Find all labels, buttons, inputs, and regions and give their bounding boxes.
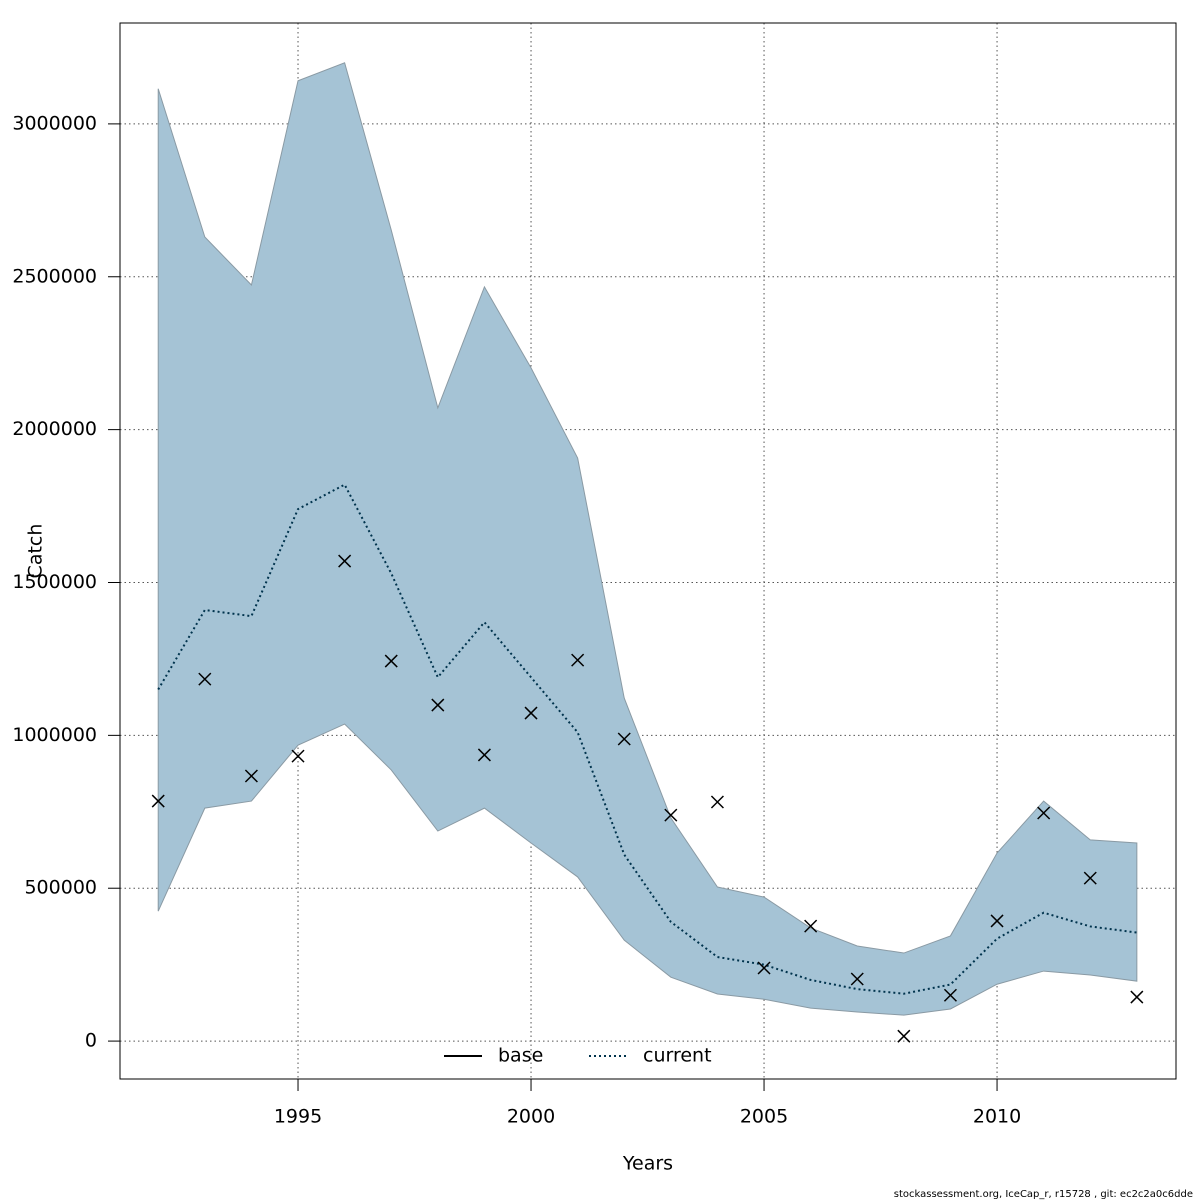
- legend-label: current: [643, 1045, 712, 1067]
- x-tick-label: 2010: [973, 1106, 1021, 1128]
- observation: [291, 749, 305, 763]
- observation: [431, 698, 445, 712]
- y-tick-label: 2000000: [12, 418, 97, 440]
- observation: [244, 769, 258, 783]
- observation: [1083, 871, 1097, 885]
- observation: [710, 795, 724, 809]
- x-axis-label: Years: [622, 1153, 673, 1175]
- observation: [897, 1029, 911, 1043]
- observation: [1130, 990, 1144, 1004]
- observation: [757, 961, 771, 975]
- observation: [804, 919, 818, 933]
- observation: [338, 554, 352, 568]
- y-tick-label: 1000000: [12, 724, 97, 746]
- observation: [384, 654, 398, 668]
- observation: [990, 914, 1004, 928]
- observation: [664, 808, 678, 822]
- legend-label: base: [498, 1045, 543, 1067]
- confidence-band: [157, 62, 1138, 1016]
- observation: [617, 732, 631, 746]
- observation: [850, 972, 864, 986]
- y-tick-label: 500000: [24, 877, 97, 899]
- y-tick-label: 1500000: [12, 571, 97, 593]
- plot-frame: [119, 22, 1177, 1080]
- observation: [477, 748, 491, 762]
- y-tick-label: 0: [85, 1030, 97, 1052]
- y-tick-label: 2500000: [12, 265, 97, 287]
- observation: [1037, 806, 1051, 820]
- footer: stockassessment.org, IceCap_r, r15728 , …: [894, 1189, 1193, 1200]
- line: [157, 483, 1137, 995]
- y-tick-label: 3000000: [12, 112, 97, 134]
- x-tick-label: 2005: [740, 1106, 788, 1128]
- y-axis-label: Catch: [25, 524, 47, 579]
- x-tick-label: 1995: [274, 1106, 322, 1128]
- x-tick-label: 2000: [507, 1106, 555, 1128]
- observation: [151, 794, 165, 808]
- observation: [524, 706, 538, 720]
- observation: [943, 988, 957, 1002]
- observation: [571, 653, 585, 667]
- observation: [198, 672, 212, 686]
